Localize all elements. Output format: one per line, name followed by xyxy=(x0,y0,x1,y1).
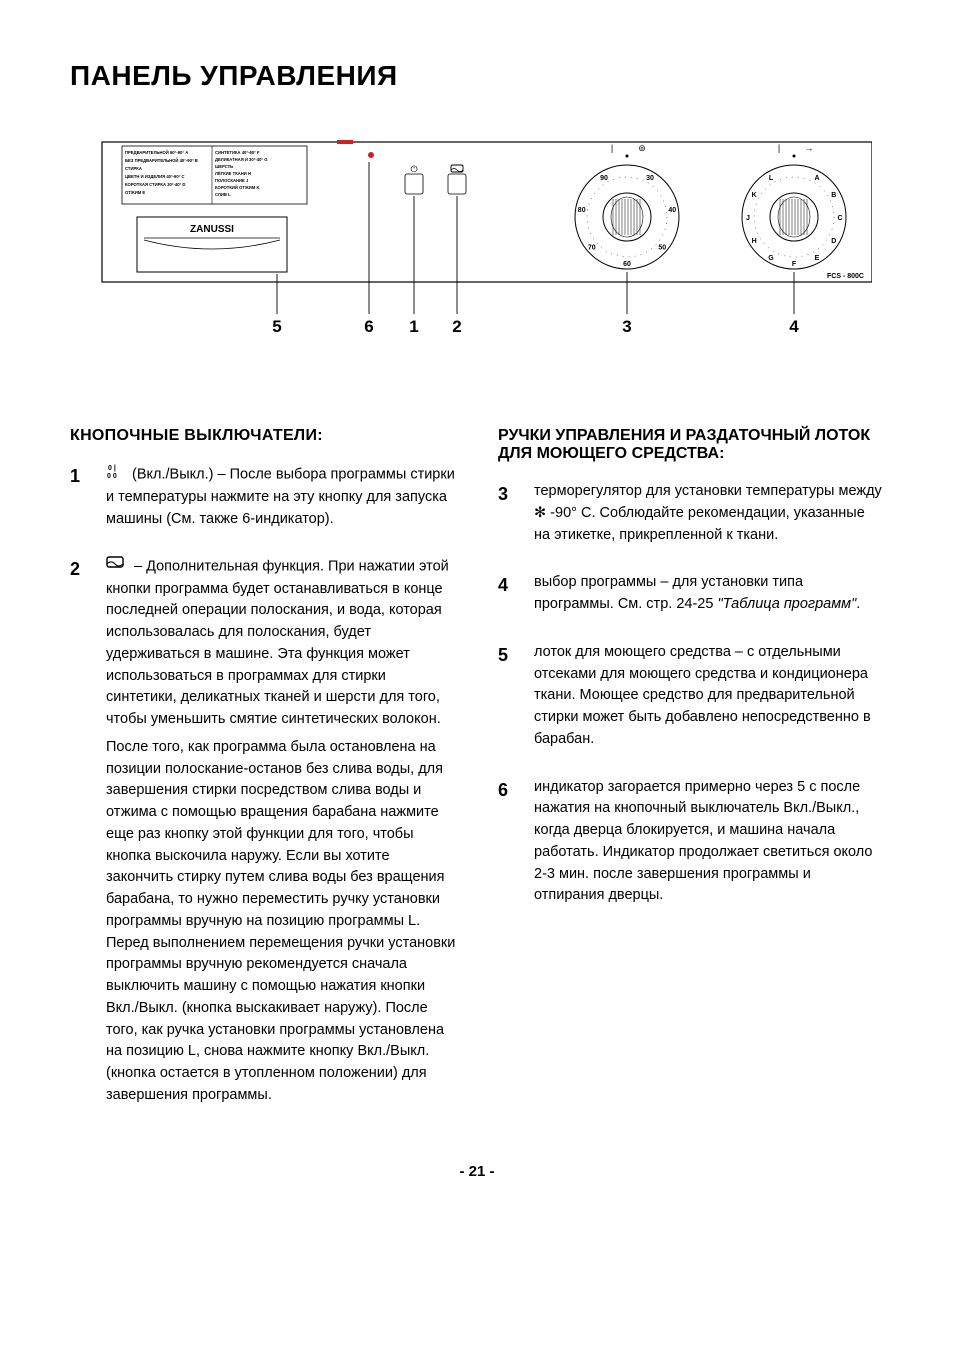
svg-text:ДЕЛИКАТНАЯ И 30°-40° G: ДЕЛИКАТНАЯ И 30°-40° G xyxy=(215,157,268,162)
svg-text:⏻: ⏻ xyxy=(410,164,417,175)
svg-text:F: F xyxy=(792,261,797,268)
svg-text:90: 90 xyxy=(600,175,608,182)
snowflake-icon: ✻ xyxy=(534,505,546,521)
svg-text:КОРОТКИЙ ОТЖИМ K: КОРОТКИЙ ОТЖИМ K xyxy=(215,185,260,190)
item-number: 2 xyxy=(70,556,88,1112)
item-4-body-b: . xyxy=(856,596,860,612)
item-3: 3 терморегулятор для установки температу… xyxy=(498,481,884,552)
svg-text:80: 80 xyxy=(578,207,586,214)
svg-text:БЕЗ ПРЕДВАРИТЕЛЬНОЙ 40°-90° B: БЕЗ ПРЕДВАРИТЕЛЬНОЙ 40°-90° B xyxy=(125,158,198,163)
item-4-italic: "Таблица программ" xyxy=(717,596,856,612)
svg-text:2: 2 xyxy=(452,317,461,336)
svg-text:60: 60 xyxy=(623,261,631,268)
svg-text:⊚: ⊚ xyxy=(638,143,646,153)
item-5-body: лоток для моющего средства – с отдельным… xyxy=(534,642,884,751)
svg-text:1: 1 xyxy=(409,317,418,336)
indicator-led xyxy=(337,140,353,144)
svg-text:СТИРКА: СТИРКА xyxy=(125,166,142,171)
svg-text:5: 5 xyxy=(272,317,281,336)
item-3-body-b: -90° С. Соблюдайте рекомендации, указанн… xyxy=(534,505,865,543)
svg-text:ПРЕДВАРИТЕЛЬНОЙ 60°-90° A: ПРЕДВАРИТЕЛЬНОЙ 60°-90° A xyxy=(125,150,188,155)
item-6-body: индикатор загорается примерно через 5 с … xyxy=(534,777,884,908)
svg-text:→: → xyxy=(805,143,814,153)
item-1: 1 0 | 0 0 (Вкл./Выкл.) – После выбора пр… xyxy=(70,463,456,536)
svg-text:СЛИВ L: СЛИВ L xyxy=(215,192,231,197)
rinse-hold-icon xyxy=(106,556,126,578)
model-label: FCS - 800C xyxy=(827,273,864,280)
svg-text:3: 3 xyxy=(622,317,631,336)
item-1-body: (Вкл./Выкл.) – После выбора программы ст… xyxy=(106,467,455,527)
svg-text:70: 70 xyxy=(588,245,596,252)
svg-text:B: B xyxy=(831,192,836,199)
led-icon xyxy=(368,152,374,158)
item-number: 4 xyxy=(498,572,516,622)
right-column: РУЧКИ УПРАВЛЕНИЯ И РАЗДАТОЧНЫЙ ЛОТОК ДЛЯ… xyxy=(498,427,884,1133)
control-panel-diagram: ZANUSSI ⏻ | ⊚ 30 40 50 60 70 80 90 | → A B C D E F xyxy=(82,132,872,367)
svg-text:D: D xyxy=(831,238,836,245)
svg-text:J: J xyxy=(746,215,750,222)
item-2-body: – Дополнительная функция. При нажатии эт… xyxy=(106,559,449,727)
item-3-body-a: терморегулятор для установки температуры… xyxy=(534,483,882,499)
svg-text:30: 30 xyxy=(646,175,654,182)
item-5: 5 лоток для моющего средства – с отдельн… xyxy=(498,642,884,757)
power-icon: 0 | 0 0 xyxy=(106,463,124,487)
svg-text:|: | xyxy=(611,143,613,153)
item-number: 5 xyxy=(498,642,516,757)
left-heading: КНОПОЧНЫЕ ВЫКЛЮЧАТЕЛИ: xyxy=(70,427,456,445)
item-2-body2: После того, как программа была остановле… xyxy=(106,737,456,1107)
svg-text:4: 4 xyxy=(789,317,799,336)
item-number: 1 xyxy=(70,463,88,536)
svg-text:СИНТЕТИКА 40°-60° F: СИНТЕТИКА 40°-60° F xyxy=(215,150,260,155)
svg-text:6: 6 xyxy=(364,317,373,336)
diagram-svg: ZANUSSI ⏻ | ⊚ 30 40 50 60 70 80 90 | → A B C D E F xyxy=(82,132,872,362)
right-heading: РУЧКИ УПРАВЛЕНИЯ И РАЗДАТОЧНЫЙ ЛОТОК ДЛЯ… xyxy=(498,427,884,463)
svg-text:ШЕРСТЬ: ШЕРСТЬ xyxy=(215,164,233,169)
svg-text:КОРОТКАЯ СТИРКА 30°-40° D: КОРОТКАЯ СТИРКА 30°-40° D xyxy=(125,182,185,187)
left-column: КНОПОЧНЫЕ ВЫКЛЮЧАТЕЛИ: 1 0 | 0 0 (Вкл./В… xyxy=(70,427,456,1133)
item-number: 6 xyxy=(498,777,516,914)
svg-text:50: 50 xyxy=(658,245,666,252)
svg-text:40: 40 xyxy=(668,207,676,214)
svg-text:ЛЁГКИЕ ТКАНИ H: ЛЁГКИЕ ТКАНИ H xyxy=(215,171,251,176)
svg-text:|: | xyxy=(778,143,780,153)
item-number: 3 xyxy=(498,481,516,552)
item-4: 4 выбор программы – для установки типа п… xyxy=(498,572,884,622)
page-number: - 21 - xyxy=(70,1163,884,1180)
svg-text:L: L xyxy=(769,175,774,182)
svg-text:0 0: 0 0 xyxy=(107,473,117,479)
svg-text:A: A xyxy=(814,175,819,182)
svg-text:ЦВЕТН И ИЗДЕЛИЯ 40°-60° C: ЦВЕТН И ИЗДЕЛИЯ 40°-60° C xyxy=(125,174,185,179)
detergent-tray: ZANUSSI xyxy=(137,217,287,272)
svg-text:ПОЛОСКАНИЕ J: ПОЛОСКАНИЕ J xyxy=(215,178,249,183)
svg-text:K: K xyxy=(752,192,757,199)
svg-text:C: C xyxy=(837,215,842,222)
brand-label: ZANUSSI xyxy=(190,224,234,235)
svg-text:E: E xyxy=(815,255,820,262)
svg-text:H: H xyxy=(752,238,757,245)
svg-text:ОТЖИМ E: ОТЖИМ E xyxy=(125,190,145,195)
item-6: 6 индикатор загорается примерно через 5 … xyxy=(498,777,884,914)
page-title: ПАНЕЛЬ УПРАВЛЕНИЯ xyxy=(70,60,884,92)
svg-text:0 |: 0 | xyxy=(108,465,116,472)
svg-text:G: G xyxy=(768,255,774,262)
item-2: 2 – Дополнительная функция. При нажатии … xyxy=(70,556,456,1112)
